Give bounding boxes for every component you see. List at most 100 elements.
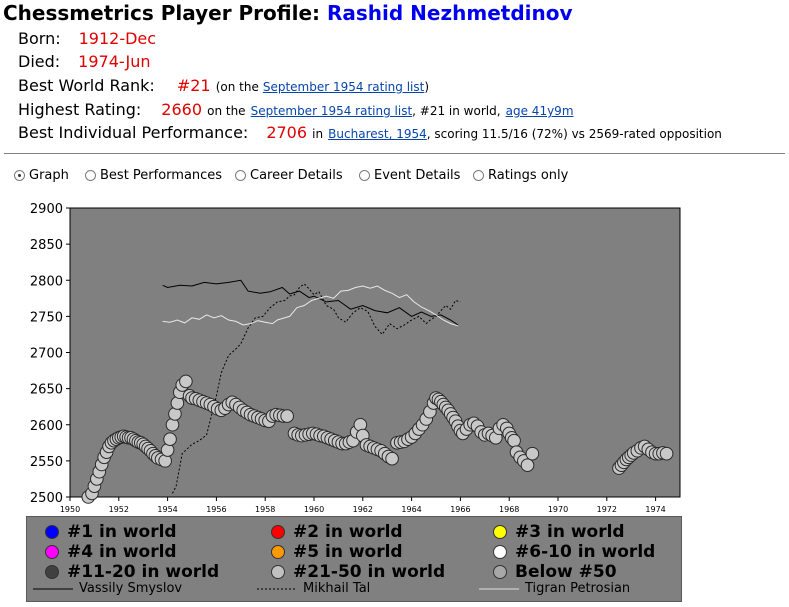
player-name: Rashid Nezhmetdinov [327,1,573,25]
age-link[interactable]: age 41y9m [505,104,574,118]
best-performance-note-end: , scoring 11.5/16 (72%) vs 2569-rated op… [426,127,722,141]
legend-rank-2-label: #2 in world [293,522,403,542]
best-rank-note-end: ) [424,80,429,94]
tab-event-details-label: Event Details [374,168,461,183]
legend-rank-3: #3 in world [493,522,625,542]
tab-best-performances[interactable]: Best Performances [85,168,222,183]
legend-dot-3 [493,525,507,539]
best-performance-value: 2706 [266,123,308,142]
rating-point [163,432,177,446]
legend-dot-6 [493,545,507,559]
best-performance-label: Best Individual Performance: [18,123,249,142]
legend-dot-8 [271,565,285,579]
x-tick-label: 1972 [597,505,617,514]
best-performance-row: Best Individual Performance: 2706 in Buch… [18,123,722,142]
tab-career-details[interactable]: Career Details [235,168,343,183]
legend-line-petrosian-swatch [479,588,519,589]
radio-career-details[interactable] [235,170,246,181]
legend-dot-9 [493,565,507,579]
best-rank-label: Best World Rank: [18,76,155,95]
x-tick-label: 1958 [255,505,275,514]
tab-career-details-label: Career Details [250,168,343,183]
legend-rank-9-label: Below #50 [515,562,617,582]
legend-line-petrosian-label: Tigran Petrosian [525,581,631,596]
legend-rank-8: #21-50 in world [271,562,445,582]
chart-legend: #1 in world #2 in world #3 in world #4 i… [26,516,682,602]
legend-rank-4: #4 in world [45,542,177,562]
rating-point [525,446,540,461]
legend-rank-1-label: #1 in world [67,522,177,542]
x-tick-label: 1960 [304,505,324,514]
page-title: Chessmetrics Player Profile: Rashid Nezh… [3,1,573,25]
legend-line-smyslov: Vassily Smyslov [33,581,182,596]
legend-line-smyslov-label: Vassily Smyslov [79,581,183,596]
rating-chart: 2500 2550 2600 2650 2700 2750 2800 2850 2900 1950… [30,202,681,514]
legend-rank-3-label: #3 in world [515,522,625,542]
event-link[interactable]: Bucharest, 1954 [328,127,427,141]
radio-event-details[interactable] [359,170,370,181]
rating-list-link[interactable]: September 1954 rating list [250,104,413,118]
legend-line-petrosian: Tigran Petrosian [479,581,630,596]
legend-rank-8-label: #21-50 in world [293,562,446,582]
rating-point [280,409,294,423]
y-tick-label: 2850 [30,238,63,253]
x-tick-label: 1952 [109,505,129,514]
best-performance-note: in [312,127,324,141]
born-row: Born: 1912-Dec [18,29,156,48]
series-line-tigran-petrosian [162,285,459,327]
tab-ratings-only-label: Ratings only [488,168,569,183]
tab-best-performances-label: Best Performances [100,168,223,183]
legend-dot-2 [271,525,285,539]
legend-line-tal-swatch [257,588,297,589]
rating-point [385,451,399,466]
y-tick-label: 2900 [30,202,63,217]
died-value: 1974-Jun [78,52,151,71]
y-tick-label: 2800 [30,274,63,289]
legend-rank-6-label: #6-10 in world [515,542,656,562]
series-line-vassily-smyslov [162,279,459,326]
born-value: 1912-Dec [78,29,157,48]
tab-graph-label: Graph [29,168,69,183]
y-tick-label: 2500 [30,491,63,506]
legend-dot-7 [45,565,59,579]
legend-dot-1 [45,525,59,539]
rating-point [659,446,674,461]
born-label: Born: [18,29,61,48]
x-tick-label: 1964 [401,505,421,514]
divider [4,153,785,154]
best-rank-note: (on the [215,80,259,94]
x-tick-label: 1954 [157,505,177,514]
legend-line-tal: Mikhail Tal [257,581,370,596]
legend-line-smyslov-swatch [33,588,73,589]
x-tick-label: 1962 [353,505,373,514]
best-rank-row: Best World Rank: #21 (on the September 195… [18,76,429,95]
x-tick-label: 1950 [60,505,80,514]
highest-rating-label: Highest Rating: [18,100,142,119]
legend-dot-4 [45,545,59,559]
tab-graph[interactable]: Graph [14,168,69,183]
x-tick-label: 1968 [499,505,519,514]
highest-rating-note-mid: , #21 in world, [412,104,501,118]
radio-graph[interactable] [14,170,25,181]
x-tick-label: 1966 [450,505,470,514]
highest-rating-value: 2660 [161,100,203,119]
legend-rank-9: Below #50 [493,562,617,582]
legend-rank-7-label: #11-20 in world [67,562,220,582]
rating-point [179,374,193,389]
y-tick-label: 2650 [30,383,63,398]
tab-event-details[interactable]: Event Details [359,168,460,183]
legend-line-tal-label: Mikhail Tal [303,581,371,596]
radio-best-performances[interactable] [85,170,96,181]
rating-point [520,458,535,473]
rating-point [507,433,521,448]
x-tick-label: 1956 [206,505,226,514]
page-title-prefix: Chessmetrics Player Profile: [3,1,321,25]
tab-ratings-only[interactable]: Ratings only [473,168,568,183]
best-rank-value: #21 [176,76,211,95]
y-tick-label: 2550 [30,455,63,470]
legend-rank-1: #1 in world [45,522,177,542]
highest-rating-note: on the [207,104,246,118]
rank-list-link[interactable]: September 1954 rating list [262,80,425,94]
died-row: Died: 1974-Jun [18,52,151,71]
radio-ratings-only[interactable] [473,170,484,181]
